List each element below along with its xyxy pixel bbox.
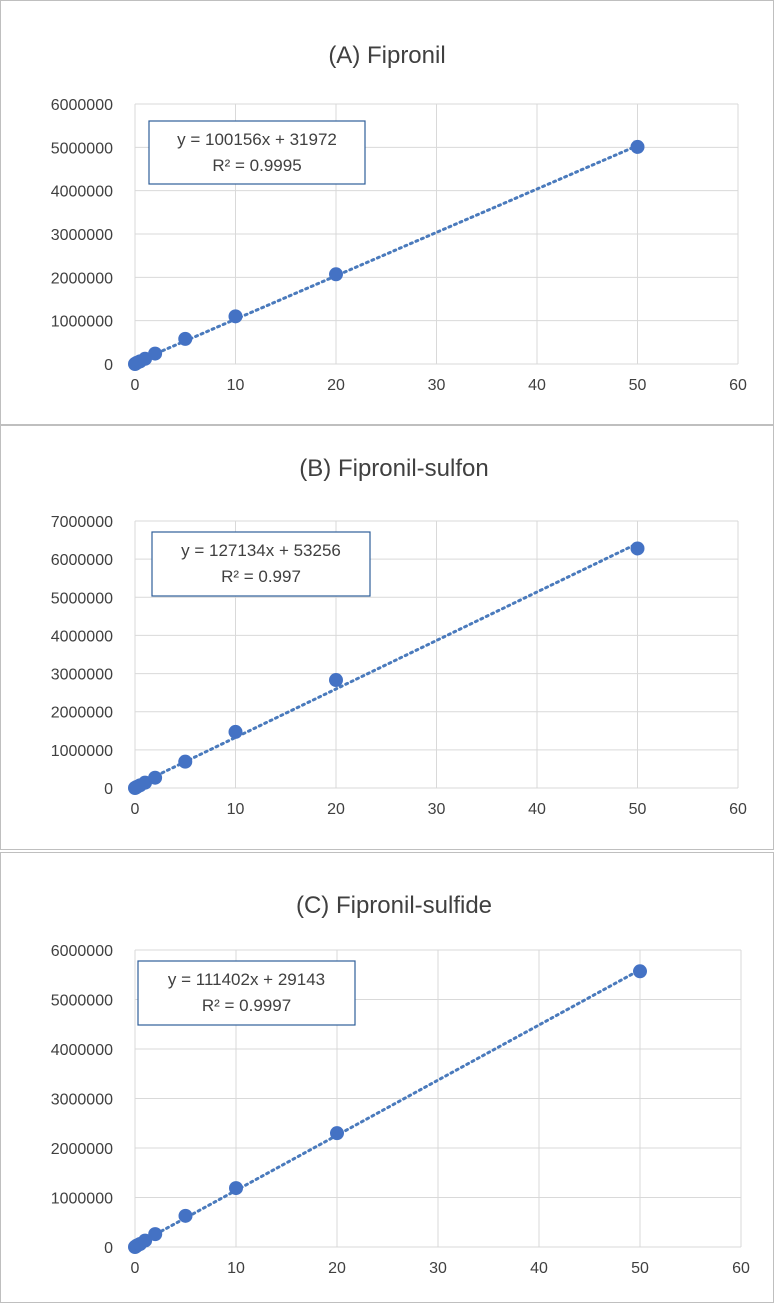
trendline-equation-box [151, 531, 371, 597]
chart-panel-fipronil-sulfide: (C) Fipronil-sulfide 0 10 20 30 40 50 60 0 100000… [0, 852, 774, 1303]
x-tick-label: 20 [327, 377, 345, 394]
trendline-equation-box [148, 120, 366, 185]
y-tick-label: 7000000 [51, 514, 113, 531]
trendline [133, 968, 642, 1248]
y-tick-label: 3000000 [51, 667, 113, 684]
y-tick-label: 6000000 [51, 943, 113, 960]
x-tick-label: 40 [528, 377, 546, 394]
x-tick-label: 30 [428, 801, 446, 818]
r-squared-label: R² = 0.9995 [212, 156, 301, 175]
chart-fipronil-sulfon: (B) Fipronil-sulfon 0 10 20 30 40 50 60 0 1000000… [51, 455, 747, 818]
x-tick-label: 50 [631, 1260, 649, 1277]
chart-panel-fipronil-sulfon: (B) Fipronil-sulfon 0 10 20 30 40 50 60 0 1000000… [0, 425, 774, 850]
x-tick-label: 30 [428, 377, 446, 394]
y-tick-label: 4000000 [51, 628, 113, 645]
trendline-equation: y = 127134x + 53256 [181, 541, 341, 560]
data-point [178, 754, 193, 769]
y-tick-label: 6000000 [51, 97, 113, 114]
x-tick-label: 40 [528, 801, 546, 818]
data-point [633, 964, 647, 979]
y-tick-label: 1000000 [51, 743, 113, 760]
chart-fipronil: (A) Fipronil 0 10 20 30 40 50 60 0 1000000 2000000… [51, 42, 747, 394]
data-point [229, 1181, 243, 1196]
x-tick-label: 50 [629, 801, 647, 818]
x-tick-label: 20 [327, 801, 345, 818]
chart-fipronil-sulfide: (C) Fipronil-sulfide 0 10 20 30 40 50 60 0 100000… [51, 892, 750, 1277]
chart-title: (A) Fipronil [328, 42, 445, 69]
trendline-equation: y = 100156x + 31972 [177, 130, 337, 149]
x-tick-label: 60 [729, 377, 747, 394]
y-tick-label: 2000000 [51, 705, 113, 722]
x-tick-label: 0 [131, 377, 140, 394]
data-point [148, 346, 163, 361]
x-tick-label: 10 [227, 377, 245, 394]
chart-panel-fipronil: (A) Fipronil 0 10 20 30 40 50 60 0 1000000 2000000… [0, 0, 774, 425]
r-squared-label: R² = 0.997 [221, 567, 301, 586]
trendline [133, 144, 639, 365]
y-tick-label: 4000000 [51, 1042, 113, 1059]
chart-title: (C) Fipronil-sulfide [296, 892, 492, 919]
x-tick-label: 10 [227, 1260, 245, 1277]
data-point [228, 309, 243, 324]
trendline-equation: y = 111402x + 29143 [168, 970, 325, 989]
y-tick-label: 1000000 [51, 314, 113, 331]
data-point [329, 673, 343, 688]
y-tick-label: 2000000 [51, 270, 113, 287]
y-tick-label: 0 [104, 1240, 113, 1257]
y-tick-label: 3000000 [51, 1092, 113, 1109]
data-point [148, 770, 163, 785]
y-tick-label: 4000000 [51, 184, 113, 201]
y-tick-label: 3000000 [51, 227, 113, 244]
x-tick-label: 50 [629, 377, 647, 394]
data-point [178, 331, 193, 346]
y-tick-label: 6000000 [51, 552, 113, 569]
data-point [630, 541, 645, 556]
trendline [133, 542, 639, 788]
data-point [330, 1126, 344, 1141]
x-tick-label: 40 [530, 1260, 548, 1277]
x-tick-label: 30 [429, 1260, 447, 1277]
x-tick-label: 0 [131, 801, 140, 818]
y-tick-label: 5000000 [51, 993, 113, 1010]
y-tick-label: 0 [104, 781, 113, 798]
data-point [178, 1208, 193, 1223]
y-tick-label: 2000000 [51, 1141, 113, 1158]
x-tick-label: 10 [227, 801, 245, 818]
data-point [329, 267, 343, 282]
y-tick-label: 0 [104, 357, 113, 374]
x-tick-label: 0 [131, 1260, 140, 1277]
data-point [138, 1233, 153, 1248]
x-tick-label: 20 [328, 1260, 346, 1277]
x-tick-label: 60 [732, 1260, 750, 1277]
x-tick-label: 60 [729, 801, 747, 818]
trendline-equation-box [137, 960, 356, 1026]
y-tick-label: 5000000 [51, 590, 113, 607]
data-point [630, 139, 645, 154]
chart-title: (B) Fipronil-sulfon [299, 455, 488, 482]
data-point [148, 1227, 163, 1242]
r-squared-label: R² = 0.9997 [202, 996, 291, 1015]
data-point [228, 724, 243, 739]
y-tick-label: 1000000 [51, 1191, 113, 1208]
y-tick-label: 5000000 [51, 140, 113, 157]
